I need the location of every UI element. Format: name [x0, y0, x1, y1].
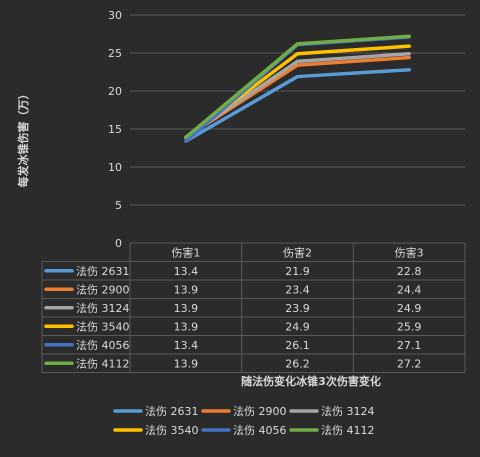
table-series-name: 法伤 4112	[76, 356, 130, 370]
legend-label: 法伤 2900	[233, 404, 287, 418]
data-label: 26.1	[285, 339, 310, 352]
x-tick-label: 伤害2	[283, 245, 312, 259]
data-label: 27.2	[397, 357, 422, 370]
data-label: 13.4	[174, 265, 199, 278]
legend-label: 法伤 3540	[145, 423, 199, 437]
data-label: 13.4	[174, 339, 199, 352]
y-tick-label: 20	[108, 85, 122, 98]
table-series-name: 法伤 2631	[76, 264, 130, 278]
table-series-name: 法伤 4056	[76, 338, 130, 352]
series-line	[184, 67, 411, 143]
legend-label: 法伤 4112	[321, 423, 375, 437]
data-label: 25.9	[397, 320, 422, 333]
data-label: 22.8	[397, 265, 422, 278]
data-label: 24.9	[285, 320, 310, 333]
x-tick-label: 伤害1	[171, 245, 200, 259]
data-label: 13.9	[174, 357, 199, 370]
y-tick-label: 10	[108, 161, 122, 174]
data-label: 21.9	[285, 265, 310, 278]
data-label: 26.2	[285, 357, 310, 370]
data-label: 13.9	[174, 283, 199, 296]
legend-label: 法伤 2631	[145, 404, 199, 418]
table-series-name: 法伤 3124	[76, 301, 130, 315]
x-axis-label: 随法伤变化冰锥3次伤害变化	[241, 374, 381, 388]
data-label: 13.9	[174, 302, 199, 315]
y-axis-label: 每发冰锥伤害（万）	[16, 89, 30, 188]
y-tick-label: 30	[108, 9, 122, 22]
table-series-name: 法伤 3540	[76, 319, 130, 333]
y-tick-label: 15	[108, 123, 122, 136]
y-tick-label: 5	[115, 199, 122, 212]
data-table: 伤害1 伤害2 伤害3 法伤 2631 13.4 21.9 22.8 法伤 2900 13.9 2…	[41, 242, 466, 373]
table-series-name: 法伤 2900	[76, 282, 130, 296]
data-label: 24.9	[397, 302, 422, 315]
x-tick-label: 伤害3	[395, 245, 424, 259]
series-line	[184, 55, 411, 140]
data-label: 24.4	[397, 283, 422, 296]
series-line	[184, 34, 411, 140]
y-tick-label: 25	[108, 47, 122, 60]
data-label: 27.1	[397, 339, 422, 352]
data-label: 23.9	[285, 302, 310, 315]
series-lines	[184, 34, 411, 143]
data-label: 13.9	[174, 320, 199, 333]
legend-label: 法伤 4056	[233, 423, 287, 437]
legend-label: 法伤 3124	[321, 404, 375, 418]
data-label: 23.4	[285, 283, 310, 296]
legend: 法伤 2631 法伤 2900 法伤 3124 法伤 3540 法伤 4056 法伤 41…	[113, 404, 375, 437]
y-axis-ticks: 0 5 10 15 20 25 30	[108, 9, 122, 250]
y-tick-label: 0	[115, 237, 122, 250]
series-line	[184, 52, 411, 140]
